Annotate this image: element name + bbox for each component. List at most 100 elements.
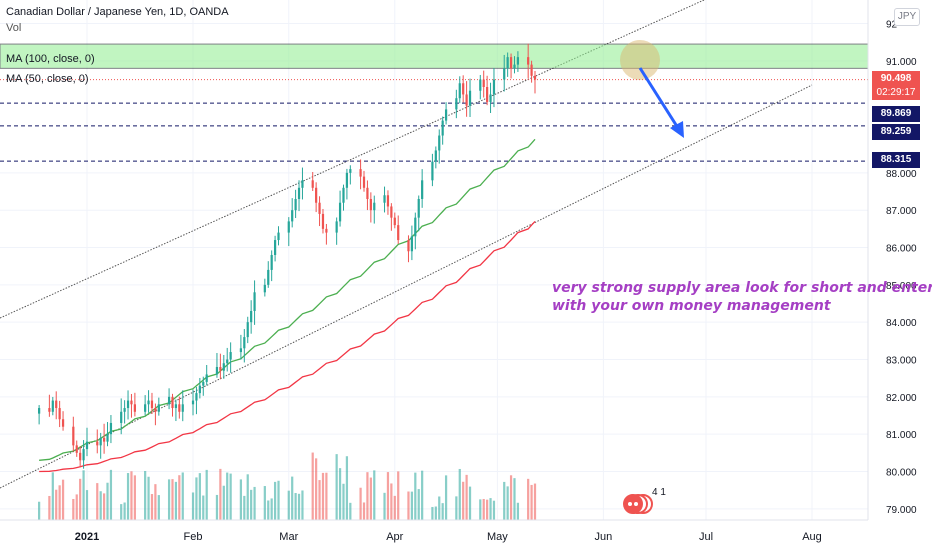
volume-bar [315, 458, 318, 520]
candle-body [287, 221, 290, 233]
arrow-head [670, 121, 684, 138]
ma100-legend[interactable]: MA (100, close, 0) [6, 53, 95, 65]
volume-bar [55, 489, 58, 520]
candle-body [530, 64, 533, 76]
candle-body [325, 228, 328, 233]
price-tick-label: 92 [886, 20, 898, 31]
candle-body [386, 195, 390, 207]
volume-bar [48, 495, 51, 520]
volume-bar [133, 475, 136, 520]
candle-body [369, 198, 372, 211]
vol-legend[interactable]: Vol [6, 22, 22, 34]
volume-bar [226, 472, 229, 520]
candle-body [349, 169, 352, 173]
volume-bar [267, 500, 270, 520]
volume-bar [325, 472, 328, 520]
volume-bar [277, 480, 280, 520]
volume-bar [492, 500, 496, 520]
volume-bar [120, 504, 123, 520]
volume-bar [294, 492, 297, 520]
candle-body [431, 161, 434, 181]
candle-body [267, 269, 270, 285]
price-tick-label: 79.000 [886, 505, 917, 516]
events-icon[interactable]: 4 1 [623, 487, 667, 516]
volume-bar [85, 490, 89, 520]
candle-body [222, 363, 225, 371]
candle-body [492, 79, 496, 95]
candle-body [253, 292, 256, 311]
last-price-tag: 90.498 [872, 71, 920, 87]
currency-button[interactable]: JPY [894, 8, 920, 26]
volume-bar [287, 490, 290, 520]
volume-bar [311, 452, 314, 520]
candle-body [147, 400, 150, 405]
volume-bar [479, 499, 482, 520]
candle-body [417, 198, 420, 218]
candle-body [434, 150, 437, 162]
candle-body [120, 411, 123, 423]
candle-body [273, 240, 277, 255]
volume-bar [72, 498, 75, 520]
chart-grid [0, 0, 868, 520]
candle-body [321, 213, 325, 229]
price-tick-label: 84.000 [886, 318, 917, 329]
candle-body [465, 94, 468, 106]
candle-body [48, 408, 51, 412]
volume-bar [253, 486, 256, 520]
trend-channel [0, 0, 813, 489]
volume-bar [321, 472, 325, 520]
forecast-arrow [638, 67, 684, 138]
volume-bar [458, 468, 461, 520]
volume-bar [263, 486, 266, 520]
volume-bar [527, 478, 530, 520]
volume-bar [421, 470, 424, 520]
volume-bar [513, 478, 516, 520]
volume-bar [489, 498, 492, 520]
volume-bar [407, 491, 410, 520]
candle-body [270, 254, 273, 270]
volume-bar [342, 483, 345, 520]
volume-bar [533, 483, 537, 520]
time-tick-label: May [487, 531, 508, 543]
volume-bar [369, 477, 372, 520]
volume-bar [130, 471, 133, 520]
volume-bar [503, 481, 506, 520]
candle-body [178, 404, 181, 412]
channel-lower-line [0, 84, 813, 489]
candle-body [75, 445, 78, 453]
candle-body [294, 198, 297, 211]
volume-bar [157, 495, 160, 520]
volume-bar [335, 454, 338, 520]
candle-body [397, 225, 400, 241]
candle-body [215, 366, 219, 375]
price-tick-label: 81.000 [886, 430, 917, 441]
candle-body [219, 366, 222, 371]
candle-body [191, 400, 195, 405]
volume-bar [386, 472, 390, 520]
price-tick-label: 86.000 [886, 244, 917, 255]
candle-body [362, 176, 366, 188]
candle-body [338, 202, 342, 222]
symbol-title[interactable]: Canadian Dollar / Japanese Yen, 1D, OAND… [6, 6, 229, 18]
annotation-line-2: with your own money management [552, 298, 831, 314]
volume-bar [486, 499, 489, 520]
volume-bar [239, 479, 243, 520]
volume-bar [345, 456, 349, 520]
candle-body [482, 79, 485, 88]
volume-bar [181, 472, 184, 520]
time-tick-label: Aug [802, 531, 822, 543]
candle-body [486, 87, 489, 102]
volume-bar [362, 502, 366, 520]
ma50-legend[interactable]: MA (50, close, 0) [6, 73, 89, 85]
volume-bar [205, 469, 208, 520]
candle-body [407, 240, 410, 252]
candle-body [229, 352, 232, 360]
volume-bar [417, 489, 420, 520]
volume-bar [202, 495, 205, 520]
volume-bar [393, 495, 396, 520]
candle-body [55, 400, 58, 409]
volume-bar [144, 470, 147, 520]
volume-bar [167, 479, 171, 520]
candle-body [438, 135, 441, 151]
